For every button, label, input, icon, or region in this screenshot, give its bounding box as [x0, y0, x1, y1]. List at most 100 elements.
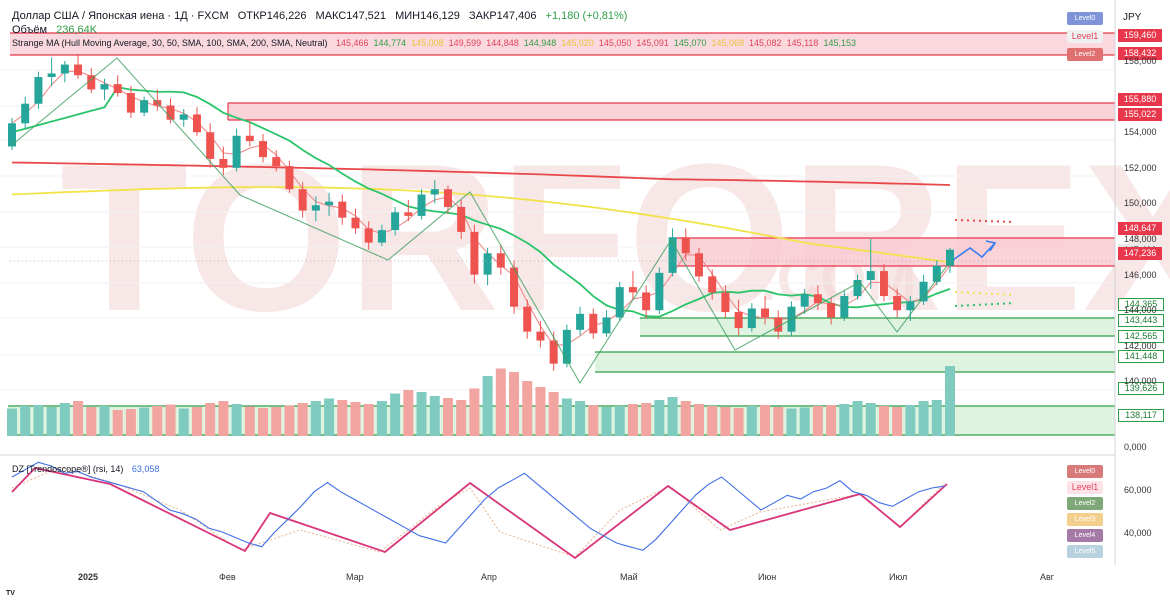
- price-label: 144,365: [1118, 297, 1164, 311]
- candle-body: [523, 306, 532, 332]
- candle-body: [483, 253, 492, 275]
- legend-level: Level2: [1067, 497, 1103, 510]
- candle-body: [8, 123, 16, 147]
- candle-body: [774, 317, 783, 332]
- price-tick: 0,000: [1124, 442, 1147, 452]
- volume-bar: [416, 392, 427, 436]
- legend-level: Level0: [1067, 465, 1103, 478]
- candle-body: [430, 189, 439, 195]
- candle-body: [761, 308, 770, 318]
- price-label: 138,117: [1118, 409, 1164, 422]
- candle-body: [21, 103, 30, 124]
- resistance-zones: [10, 32, 1115, 267]
- volume-bar: [905, 405, 916, 436]
- volume-label: Объём: [12, 24, 48, 36]
- indicator-value: 145,118: [786, 38, 819, 48]
- candle-body: [496, 253, 505, 268]
- volume-bar: [852, 401, 863, 436]
- volume-bar: [865, 403, 876, 436]
- volume-header: Объём 236,64K: [12, 24, 103, 36]
- volume-bar: [760, 405, 771, 436]
- candle-body: [417, 194, 426, 216]
- candle-body: [351, 217, 360, 229]
- volume-bar: [720, 407, 731, 436]
- price-label: 155,880: [1118, 92, 1162, 106]
- candle-body: [391, 212, 400, 231]
- volume-bar: [310, 401, 321, 436]
- candle-body: [470, 231, 479, 275]
- candle-body: [34, 77, 43, 104]
- candle-body: [126, 93, 135, 113]
- indicator-value: 145,020: [561, 38, 594, 48]
- volume-bar: [918, 401, 929, 436]
- candle-body: [655, 272, 664, 311]
- price-tick: 154,000: [1124, 127, 1157, 138]
- time-tick: 2025: [78, 572, 99, 582]
- price-tick: 158,000: [1124, 55, 1157, 66]
- volume-bar: [125, 409, 136, 436]
- candle-body: [377, 230, 386, 243]
- volume-bar: [191, 407, 202, 436]
- legend-level: Level5: [1067, 545, 1103, 558]
- candle-body: [113, 84, 122, 94]
- candle-body: [457, 206, 466, 232]
- candle-body: [813, 294, 822, 304]
- volume-bar: [945, 366, 955, 436]
- volume-bar: [59, 403, 70, 436]
- indicator-value: 144,948: [523, 38, 557, 48]
- volume-bar: [561, 398, 572, 436]
- rsi-line: [11, 461, 946, 551]
- price-zigzag: [11, 57, 951, 385]
- candle-body: [946, 249, 954, 266]
- candle-body: [602, 317, 611, 334]
- volume-bar: [429, 396, 440, 436]
- candle-body: [589, 313, 598, 334]
- rsi-tick: 60,000: [1124, 485, 1152, 495]
- price-label: 148,647: [1118, 221, 1162, 235]
- volume-bar: [733, 408, 744, 436]
- candle-body: [708, 276, 717, 293]
- volume-bar: [786, 408, 797, 436]
- indicator-value: 145,153: [823, 38, 856, 48]
- candle-body: [628, 287, 637, 293]
- candle-body: [192, 114, 201, 133]
- sma-200-projection: [954, 219, 1016, 223]
- legend-level: Level0: [1067, 12, 1103, 25]
- candle-body: [681, 237, 690, 254]
- candle-body: [562, 329, 571, 364]
- volume-bars: [7, 366, 955, 436]
- volume-bar: [469, 388, 480, 436]
- volume-value: 236,64K: [56, 24, 98, 36]
- legend-level: Level3: [1067, 513, 1103, 526]
- sma-100-projection: [954, 291, 1016, 296]
- price-tick: 146,000: [1124, 269, 1157, 280]
- indicator-value: 145,082: [749, 38, 782, 48]
- candle-body: [549, 340, 558, 364]
- indicator-value: 145,091: [636, 38, 669, 48]
- price-tick: 144,000: [1124, 305, 1157, 316]
- candle-body: [100, 84, 109, 90]
- time-tick: Фев: [219, 572, 236, 582]
- volume-bar: [627, 404, 638, 436]
- low-value: МИН146,129: [395, 10, 460, 22]
- time-tick: Июн: [758, 572, 777, 582]
- volume-bar: [535, 387, 546, 436]
- candle-body: [285, 166, 294, 190]
- forecast-arrow-head: [985, 240, 997, 252]
- candle-body: [298, 189, 307, 211]
- candle-body: [642, 292, 651, 311]
- volume-bar: [746, 406, 757, 436]
- change-value: +1,180 (+0,81%): [545, 10, 628, 22]
- price-label: 143,443: [1118, 314, 1164, 328]
- volume-bar: [73, 401, 84, 436]
- candle-body: [866, 271, 875, 280]
- price-label: 139,626: [1118, 382, 1164, 396]
- candle-body: [140, 100, 149, 113]
- candle-body: [219, 158, 228, 168]
- rsi-tick: 40,000: [1124, 528, 1152, 538]
- open-value: ОТКР146,226: [237, 10, 307, 22]
- candle-body: [827, 303, 836, 318]
- volume-bar: [839, 404, 850, 436]
- volume-bar: [826, 405, 837, 436]
